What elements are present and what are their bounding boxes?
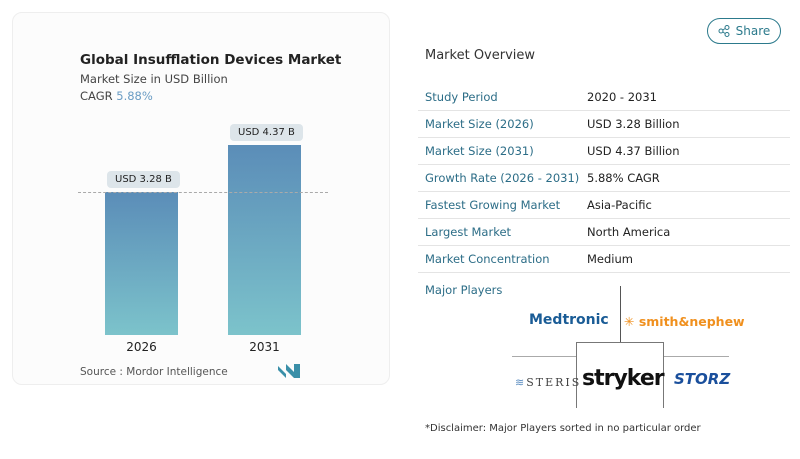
overview-value: 5.88% CAGR bbox=[587, 171, 660, 185]
logo-smith-nephew-text: smith&nephew bbox=[638, 314, 745, 329]
bar-2031 bbox=[228, 145, 301, 335]
steris-mark-icon: ≋ bbox=[515, 376, 527, 389]
overview-value: USD 4.37 Billion bbox=[587, 144, 680, 158]
major-players-title: Major Players bbox=[425, 283, 503, 297]
overview-label: Study Period bbox=[425, 90, 498, 104]
chart-subtitle: Market Size in USD Billion bbox=[80, 72, 228, 86]
share-label: Share bbox=[735, 24, 771, 38]
chart-card bbox=[12, 12, 390, 385]
share-button[interactable]: Share bbox=[707, 18, 781, 44]
overview-label: Market Concentration bbox=[425, 252, 550, 266]
overview-title: Market Overview bbox=[425, 48, 536, 63]
share-icon bbox=[718, 25, 730, 37]
logo-steris: ≋STERIS bbox=[515, 376, 581, 389]
overview-row: Largest Market North America bbox=[418, 219, 790, 246]
overview-value: Medium bbox=[587, 252, 633, 266]
stryker-box bbox=[576, 342, 664, 408]
data-label: USD 3.28 B bbox=[107, 171, 180, 189]
logo-stryker: stryker bbox=[582, 366, 665, 391]
overview-row: Fastest Growing Market Asia-Pacific bbox=[418, 192, 790, 219]
overview-label: Largest Market bbox=[425, 225, 512, 239]
logo-smith-nephew: ✳ smith&nephew bbox=[624, 314, 745, 329]
overview-row: Study Period 2020 - 2031 bbox=[418, 84, 790, 111]
chart-title: Global Insufflation Devices Market bbox=[80, 52, 342, 68]
overview-row: Market Size (2026) USD 3.28 Billion bbox=[418, 111, 790, 138]
overview-value: North America bbox=[587, 225, 671, 239]
data-label: USD 4.37 B bbox=[230, 124, 303, 141]
x-tick-label: 2026 bbox=[126, 340, 157, 354]
overview-label: Fastest Growing Market bbox=[425, 198, 561, 212]
overview-label: Market Size (2026) bbox=[425, 117, 534, 131]
cagr-value: 5.88% bbox=[116, 89, 153, 103]
overview-value: USD 3.28 Billion bbox=[587, 117, 680, 131]
overview-label: Market Size (2031) bbox=[425, 144, 534, 158]
disclaimer: *Disclaimer: Major Players sorted in no … bbox=[425, 423, 701, 434]
cagr: CAGR 5.88% bbox=[80, 89, 153, 103]
source: Source : Mordor Intelligence bbox=[80, 366, 228, 378]
overview-row: Growth Rate (2026 - 2031) 5.88% CAGR bbox=[418, 165, 790, 192]
bar-2026 bbox=[105, 192, 178, 335]
overview-label: Growth Rate (2026 - 2031) bbox=[425, 171, 580, 185]
smith-nephew-star-icon: ✳ bbox=[624, 314, 639, 329]
x-tick-label: 2031 bbox=[249, 340, 280, 354]
overview-value: Asia-Pacific bbox=[587, 198, 652, 212]
reference-line bbox=[78, 192, 328, 193]
logo-storz: STORZ bbox=[674, 370, 731, 388]
logo-steris-text: STERIS bbox=[526, 376, 582, 389]
logo-medtronic: Medtronic bbox=[529, 312, 609, 328]
overview-row: Market Size (2031) USD 4.37 Billion bbox=[418, 138, 790, 165]
divider bbox=[620, 286, 621, 356]
overview-row: Market Concentration Medium bbox=[418, 246, 790, 273]
overview-value: 2020 - 2031 bbox=[587, 90, 657, 104]
mordor-logo-icon bbox=[278, 364, 300, 378]
cagr-label: CAGR bbox=[80, 89, 113, 103]
